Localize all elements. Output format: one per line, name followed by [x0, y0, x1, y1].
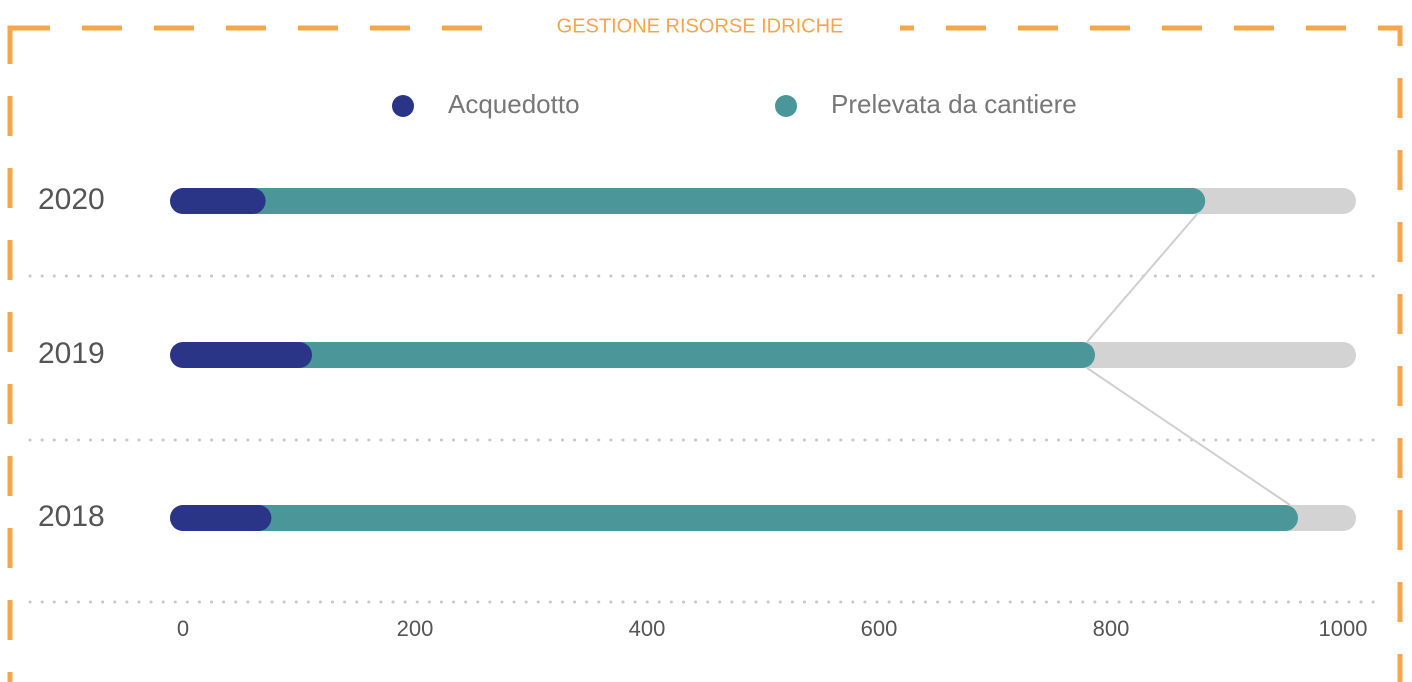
legend-label: Acquedotto: [448, 89, 580, 119]
connector: [1086, 213, 1198, 343]
x-tick-label: 0: [177, 616, 189, 641]
y-tick-label: 2018: [38, 500, 105, 533]
legend-label: Prelevata da cantiere: [831, 89, 1077, 119]
title-backdrop: [500, 10, 900, 44]
legend-swatch: [392, 95, 414, 117]
x-tick-label: 400: [629, 616, 666, 641]
bar-segment: [239, 188, 1206, 214]
bar-segment: [245, 505, 1298, 531]
bar-segment: [170, 342, 312, 368]
bar-segment: [286, 342, 1095, 368]
y-tick-label: 2019: [38, 337, 105, 370]
bar-segment: [170, 188, 266, 214]
x-tick-label: 200: [397, 616, 434, 641]
chart-title: GESTIONE RISORSE IDRICHE: [557, 15, 844, 37]
connector: [1086, 367, 1291, 506]
x-tick-label: 600: [861, 616, 898, 641]
frame: [7, 25, 1403, 682]
x-tick-label: 1000: [1319, 616, 1368, 641]
bar-segment: [170, 505, 272, 531]
legend-swatch: [775, 95, 797, 117]
y-tick-label: 2020: [38, 183, 105, 216]
x-tick-label: 800: [1093, 616, 1130, 641]
